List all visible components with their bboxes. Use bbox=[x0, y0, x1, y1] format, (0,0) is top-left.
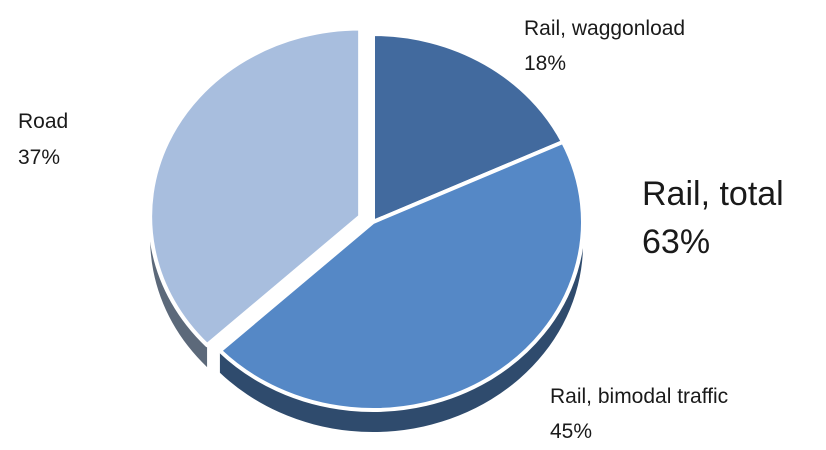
pie-slice-road bbox=[148, 26, 363, 348]
label-bimodal-percent: 45% bbox=[550, 420, 592, 443]
label-waggonload-name: Rail, waggonload bbox=[524, 17, 685, 40]
label-road-name: Road bbox=[18, 110, 68, 133]
pie-slice-rail-waggonload bbox=[371, 32, 566, 224]
label-road-percent: 37% bbox=[18, 146, 60, 169]
label-waggonload-percent: 18% bbox=[524, 52, 566, 75]
pie-labels: Rail, waggonload 18% Rail, bimodal traff… bbox=[18, 17, 784, 443]
pie-slice-rail-bimodal-traffic bbox=[217, 139, 585, 412]
label-bimodal-name: Rail, bimodal traffic bbox=[550, 385, 728, 408]
pie-tops bbox=[148, 26, 585, 412]
annotation-rail-total-name: Rail, total bbox=[642, 175, 784, 213]
annotation-rail-total-percent: 63% bbox=[642, 223, 710, 261]
